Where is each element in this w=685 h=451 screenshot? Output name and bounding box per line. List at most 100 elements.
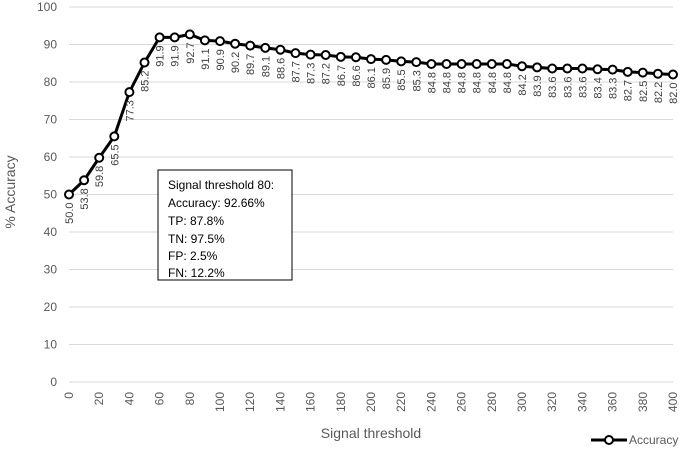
data-label-400: 82.0 — [668, 83, 680, 104]
data-point-60 — [154, 32, 165, 43]
data-label-190: 86.6 — [351, 65, 363, 86]
x-tick-label-380: 380 — [636, 392, 650, 412]
data-point-400 — [668, 69, 678, 80]
data-label-230: 85.3 — [411, 70, 423, 91]
data-point-340 — [577, 63, 588, 74]
data-label-80: 92.7 — [185, 42, 197, 63]
y-tick-label-60: 60 — [44, 150, 58, 164]
annotation-line-3: TP: 87.8% — [168, 214, 224, 228]
x-tick-label-400: 400 — [666, 392, 680, 412]
annotation-line-1: Signal threshold 80: — [168, 178, 274, 192]
data-point-370 — [622, 66, 633, 77]
data-point-110 — [230, 38, 241, 49]
y-tick-label-0: 0 — [50, 375, 57, 389]
data-point-220 — [396, 56, 407, 67]
x-tick-label-100: 100 — [213, 392, 227, 412]
y-tick-label-40: 40 — [44, 225, 58, 239]
data-point-0 — [64, 189, 74, 200]
data-point-70 — [169, 32, 180, 43]
data-label-100: 90.9 — [215, 49, 227, 70]
x-tick-label-40: 40 — [122, 392, 136, 406]
data-label-180: 86.7 — [336, 65, 348, 86]
data-label-10: 53.8 — [79, 188, 91, 209]
y-tick-label-20: 20 — [44, 300, 58, 314]
data-label-200: 86.1 — [366, 67, 378, 88]
data-label-150: 87.7 — [291, 61, 303, 82]
y-tick-label-90: 90 — [44, 38, 58, 52]
data-label-330: 83.6 — [562, 77, 574, 98]
y-tick-label-30: 30 — [44, 263, 58, 277]
data-label-130: 89.1 — [260, 56, 272, 77]
data-label-320: 83.6 — [547, 77, 559, 98]
data-point-40 — [124, 87, 135, 98]
x-tick-label-200: 200 — [364, 392, 378, 412]
data-label-160: 87.3 — [306, 63, 318, 84]
data-label-370: 82.7 — [623, 80, 635, 101]
data-point-190 — [350, 52, 361, 63]
data-point-230 — [411, 57, 422, 68]
y-axis-ticks: 0 10 20 30 40 50 60 70 80 90 100 — [37, 0, 57, 389]
data-point-270 — [471, 59, 482, 69]
data-label-110: 90.2 — [230, 52, 242, 73]
data-label-260: 84.8 — [457, 72, 469, 93]
x-tick-label-220: 220 — [394, 392, 408, 412]
data-label-60: 91.9 — [155, 45, 167, 66]
data-point-390 — [652, 68, 663, 79]
data-label-310: 83.9 — [532, 75, 544, 96]
data-label-90: 91.1 — [200, 48, 212, 69]
data-point-180 — [335, 51, 346, 62]
data-point-360 — [607, 64, 618, 75]
data-label-390: 82.2 — [653, 82, 665, 103]
annotation-box: Signal threshold 80: Accuracy: 92.66% TP… — [157, 169, 293, 281]
annotation-frame — [157, 169, 293, 281]
data-point-170 — [320, 50, 331, 60]
data-label-350: 83.4 — [593, 77, 605, 98]
data-label-40: 77.3 — [124, 100, 136, 121]
x-tick-label-160: 160 — [304, 392, 318, 412]
series-accuracy — [64, 29, 678, 200]
data-label-210: 85.9 — [381, 68, 393, 89]
x-tick-label-60: 60 — [153, 392, 167, 406]
x-tick-label-260: 260 — [455, 392, 469, 412]
y-tick-label-50: 50 — [44, 188, 58, 202]
annotation-line-4: TN: 97.5% — [168, 232, 225, 246]
data-label-0: 50.0 — [64, 203, 76, 224]
data-point-240 — [426, 59, 437, 69]
data-point-50 — [139, 57, 150, 68]
data-label-360: 83.3 — [608, 78, 620, 99]
legend-marker-swatch — [604, 435, 614, 445]
data-point-300 — [517, 61, 527, 72]
data-point-210 — [381, 54, 392, 65]
data-point-120 — [245, 40, 256, 51]
data-label-170: 87.2 — [321, 63, 333, 84]
data-point-140 — [275, 44, 286, 55]
y-axis-title: % Accuracy — [2, 155, 18, 228]
data-label-50: 85.2 — [140, 71, 152, 92]
x-axis-ticks: 0 20 40 60 80 100 120 140 160 180 200 220 240 260 280 3… — [62, 392, 680, 412]
data-label-220: 85.5 — [396, 69, 408, 90]
data-label-290: 84.8 — [502, 72, 514, 93]
data-point-20 — [94, 152, 105, 163]
annotation-line-5: FP: 2.5% — [168, 249, 218, 263]
y-tick-label-10: 10 — [44, 338, 58, 352]
data-point-90 — [199, 35, 210, 46]
annotation-line-6: FN: 12.2% — [168, 266, 225, 280]
data-point-310 — [532, 62, 543, 73]
x-tick-label-240: 240 — [424, 392, 438, 412]
data-label-340: 83.6 — [577, 77, 589, 98]
legend: Accuracy — [591, 433, 678, 447]
data-label-280: 84.8 — [487, 72, 499, 93]
x-tick-label-140: 140 — [273, 392, 287, 412]
x-tick-label-360: 360 — [606, 392, 620, 412]
y-tick-label-100: 100 — [37, 0, 57, 14]
data-label-380: 82.5 — [638, 81, 650, 102]
data-point-130 — [260, 42, 271, 53]
y-tick-label-80: 80 — [44, 75, 58, 89]
data-point-350 — [592, 64, 603, 75]
data-point-260 — [456, 59, 467, 69]
data-point-160 — [305, 49, 316, 60]
data-label-70: 91.9 — [170, 45, 182, 66]
data-label-20: 59.8 — [94, 166, 106, 187]
